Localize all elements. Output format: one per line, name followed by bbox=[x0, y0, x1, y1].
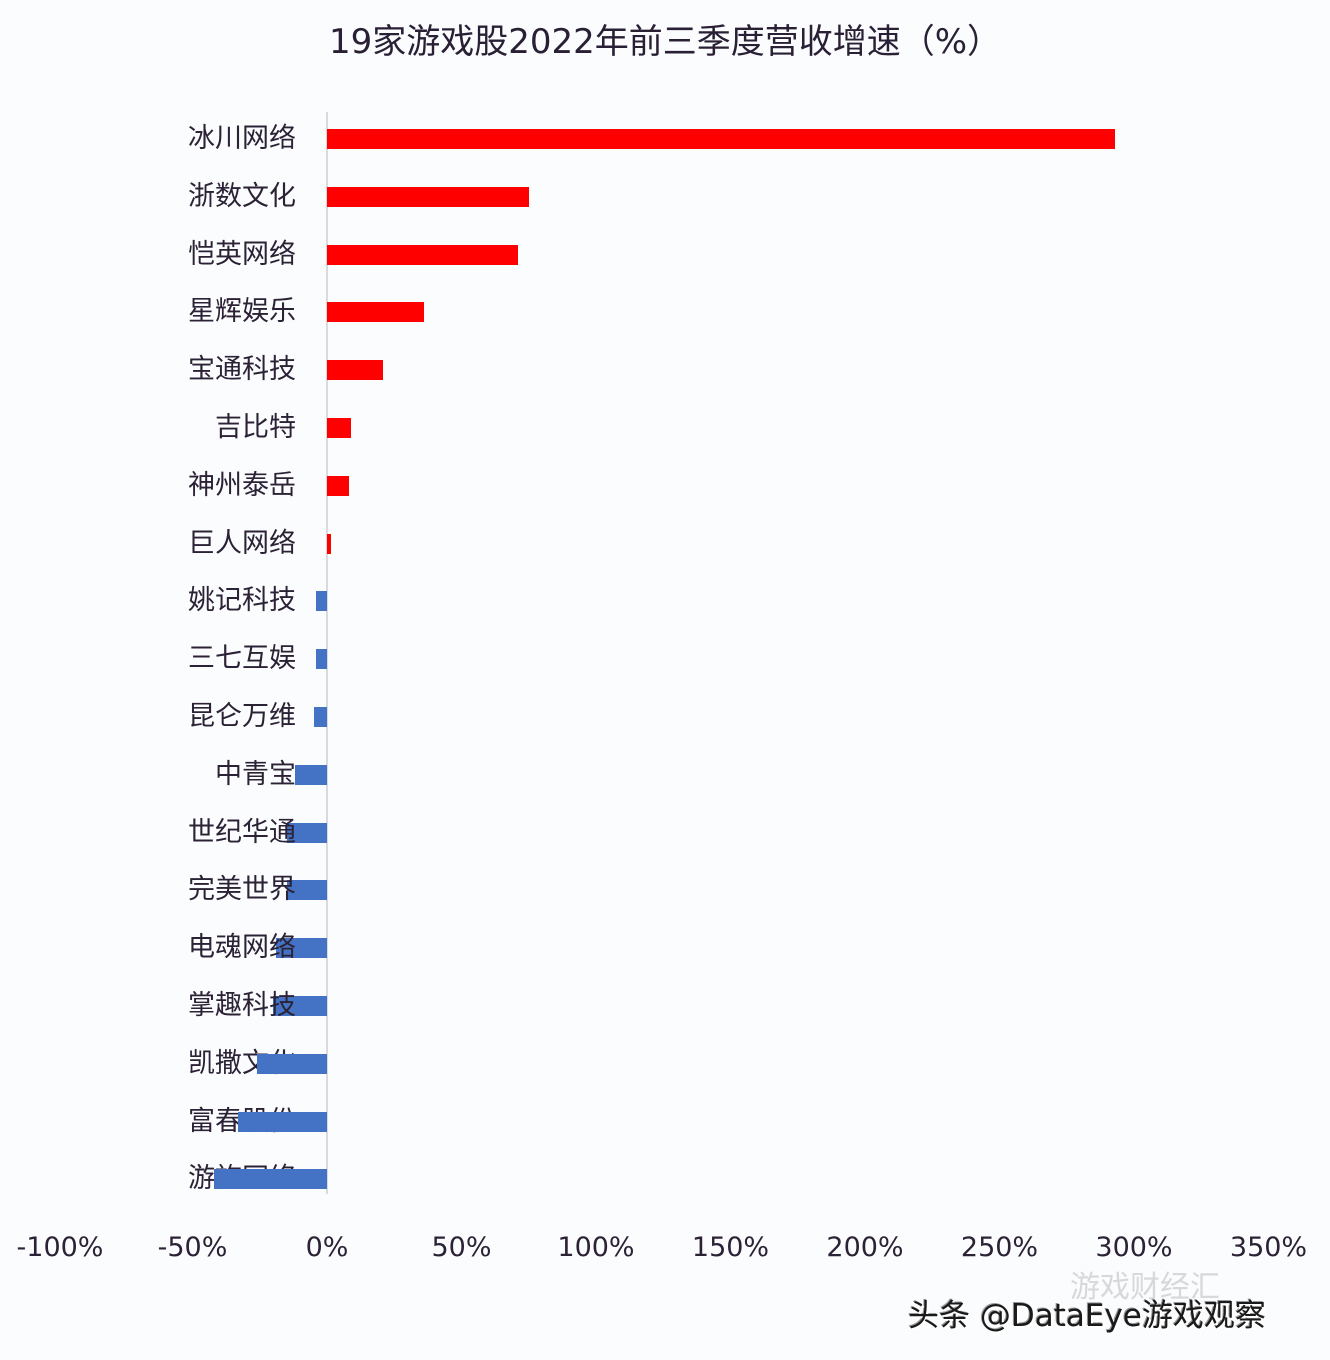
x-tick-label: 250% bbox=[960, 1232, 1039, 1263]
x-tick-label: 300% bbox=[1095, 1232, 1173, 1263]
bar bbox=[327, 129, 1116, 149]
category-label: 三七互娱 bbox=[188, 643, 296, 675]
bar bbox=[327, 302, 424, 323]
bar-row: 神州泰岳 bbox=[0, 457, 1330, 515]
bar bbox=[316, 591, 327, 612]
bar-row: 星辉娱乐 bbox=[0, 283, 1330, 341]
bar-row: 巨人网络 bbox=[0, 515, 1330, 573]
bar bbox=[327, 475, 349, 496]
category-label: 掌趣科技 bbox=[188, 990, 296, 1021]
category-label: 冰川网络 bbox=[188, 123, 296, 154]
x-tick-label: 350% bbox=[1229, 1232, 1308, 1263]
bar-row: 掌趣科技 bbox=[0, 977, 1330, 1035]
bar bbox=[286, 880, 327, 901]
bar-row: 游族网络 bbox=[0, 1150, 1330, 1208]
x-tick-label: 0% bbox=[305, 1232, 349, 1263]
bar-row: 完美世界 bbox=[0, 861, 1330, 919]
bar-row: 世纪华通 bbox=[0, 804, 1330, 862]
category-label: 宝通科技 bbox=[188, 354, 296, 386]
bar bbox=[275, 938, 327, 959]
x-tick-label: -50% bbox=[157, 1232, 228, 1263]
category-label: 昆仑万维 bbox=[188, 701, 296, 732]
category-label: 世纪华通 bbox=[188, 816, 296, 848]
bar bbox=[294, 764, 327, 785]
bar-row: 恺英网络 bbox=[0, 226, 1330, 284]
category-label: 恺英网络 bbox=[188, 238, 296, 270]
bar bbox=[327, 244, 518, 265]
bar bbox=[316, 649, 327, 670]
bar bbox=[257, 1053, 327, 1074]
category-label: 电魂网络 bbox=[188, 932, 296, 964]
chart-title: 19家游戏股2022年前三季度营收增速（%） bbox=[328, 22, 1002, 62]
category-label: 完美世界 bbox=[188, 874, 296, 906]
x-tick-label: 100% bbox=[557, 1232, 635, 1263]
bar-row: 冰川网络 bbox=[0, 110, 1330, 168]
category-label: 星辉娱乐 bbox=[188, 296, 296, 328]
bar-row: 三七互娱 bbox=[0, 630, 1330, 688]
bar-row: 姚记科技 bbox=[0, 572, 1330, 630]
category-label: 姚记科技 bbox=[188, 585, 296, 617]
bar bbox=[273, 996, 327, 1016]
x-tick-label: 50% bbox=[431, 1232, 492, 1263]
bar-row: 中青宝 bbox=[0, 746, 1330, 804]
watermark-faint: 游戏财经汇 bbox=[1070, 1270, 1220, 1305]
bar bbox=[313, 707, 327, 727]
zero-axis-line bbox=[326, 112, 328, 1194]
bar bbox=[327, 533, 332, 554]
bar-row: 富春股份 bbox=[0, 1093, 1330, 1151]
bar bbox=[286, 822, 327, 843]
category-label: 浙数文化 bbox=[188, 180, 296, 212]
bar bbox=[327, 418, 352, 438]
bar bbox=[327, 360, 384, 381]
watermark: 头条 @DataEye游戏观察 bbox=[908, 1298, 1266, 1334]
category-label: 吉比特 bbox=[215, 412, 296, 443]
bar-row: 宝通科技 bbox=[0, 341, 1330, 399]
bar bbox=[238, 1111, 327, 1132]
bar-row: 凯撒文化 bbox=[0, 1035, 1330, 1093]
x-tick-label: 150% bbox=[691, 1232, 770, 1263]
bar-row: 浙数文化 bbox=[0, 168, 1330, 226]
bar bbox=[214, 1169, 327, 1190]
x-tick-label: -100% bbox=[16, 1232, 104, 1263]
bar bbox=[327, 186, 529, 207]
category-label: 中青宝 bbox=[215, 758, 296, 790]
bar-row: 昆仑万维 bbox=[0, 688, 1330, 746]
x-tick-label: 200% bbox=[826, 1232, 904, 1263]
category-label: 神州泰岳 bbox=[188, 469, 296, 501]
bar-row: 电魂网络 bbox=[0, 919, 1330, 977]
category-label: 巨人网络 bbox=[188, 527, 296, 559]
bar-row: 吉比特 bbox=[0, 399, 1330, 457]
